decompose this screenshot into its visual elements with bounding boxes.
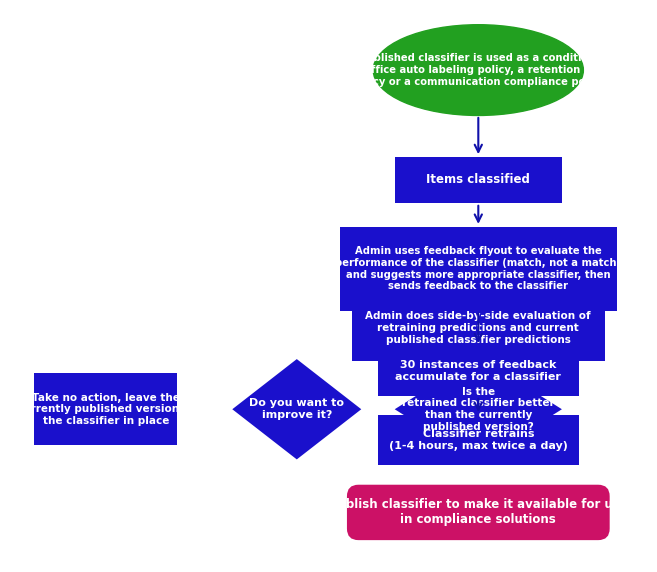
FancyBboxPatch shape [340, 227, 617, 311]
FancyBboxPatch shape [351, 296, 605, 360]
Text: Classifier retrains
(1-4 hours, max twice a day): Classifier retrains (1-4 hours, max twic… [389, 429, 568, 451]
Text: Admin does side-by-side evaluation of
retraining predictions and current
publish: Admin does side-by-side evaluation of re… [365, 311, 591, 345]
Text: Publish classifier to make it available for use
in compliance solutions: Publish classifier to make it available … [329, 498, 627, 526]
Text: 30 instances of feedback
accumulate for a classifier: 30 instances of feedback accumulate for … [396, 360, 561, 382]
Polygon shape [233, 359, 361, 459]
Ellipse shape [373, 25, 583, 116]
Text: A published classifier is used as a condition in
an Office auto labeling policy,: A published classifier is used as a cond… [345, 54, 612, 87]
Text: Do you want to
improve it?: Do you want to improve it? [249, 399, 344, 420]
FancyBboxPatch shape [34, 374, 177, 445]
FancyBboxPatch shape [378, 415, 579, 464]
Text: Take no action, leave the
currently published version of
the classifier in place: Take no action, leave the currently publ… [17, 392, 194, 426]
Polygon shape [395, 357, 562, 462]
FancyBboxPatch shape [347, 484, 610, 540]
Text: Is the
retrained classifier better
than the currently
published version?: Is the retrained classifier better than … [402, 387, 555, 432]
Text: Items classified: Items classified [426, 173, 530, 186]
FancyBboxPatch shape [395, 157, 562, 203]
FancyBboxPatch shape [378, 346, 579, 396]
Text: Admin uses feedback flyout to evaluate the
performance of the classifier (match,: Admin uses feedback flyout to evaluate t… [335, 247, 622, 291]
